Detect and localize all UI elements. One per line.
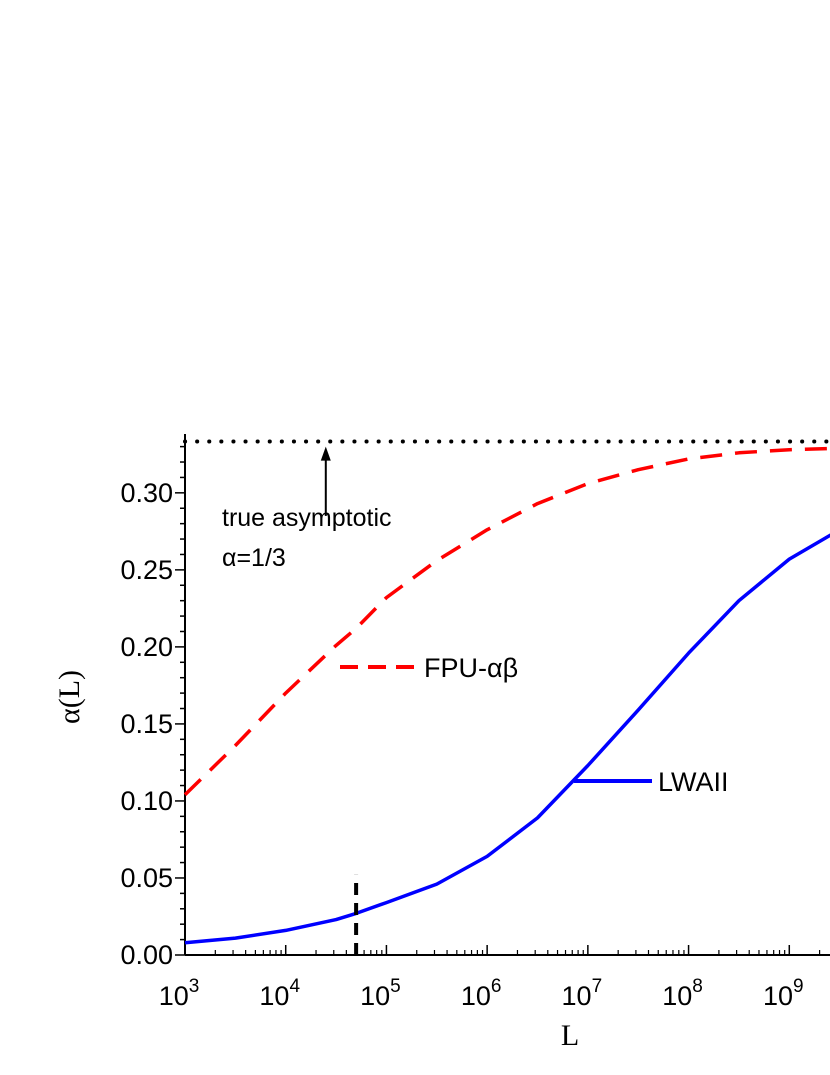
legend: FPU-αβ LWAII: [340, 653, 729, 797]
annotations: true asymptotic α=1/3: [222, 446, 392, 955]
y-tick-label: 0.30: [120, 478, 173, 508]
y-tick-label: 0.00: [120, 940, 173, 970]
y-tick-label: 0.25: [120, 555, 173, 585]
x-tick-label: 109: [763, 976, 804, 1011]
x-tick-label: 105: [360, 976, 401, 1011]
annotation-arrow-head: [320, 446, 331, 461]
x-tick-label: 104: [259, 976, 300, 1011]
y-tick-label: 0.20: [120, 632, 173, 662]
series-line-0: [183, 446, 830, 797]
x-tick-label: 107: [562, 976, 603, 1011]
annotation-line1: true asymptotic: [222, 504, 392, 532]
annotation-line2: α=1/3: [222, 544, 286, 572]
y-axis-title: α(L): [53, 670, 86, 724]
x-tick-label: 108: [662, 976, 703, 1011]
y-tick-label: 0.10: [120, 786, 173, 816]
legend-label-lwaii: LWAII: [658, 767, 729, 797]
axes: 0.00 0.05 0.10 0.15 0.20 0.25 0.30 103 104 105 106…: [120, 434, 830, 1011]
series-group: [183, 439, 830, 945]
y-tick-label: 0.05: [120, 863, 173, 893]
x-axis-title: L: [561, 1019, 579, 1052]
y-tick-label: 0.15: [120, 709, 173, 739]
legend-label-fpu: FPU-αβ: [424, 653, 518, 683]
series-line-1: [184, 533, 830, 945]
x-tick-label: 106: [461, 976, 502, 1011]
x-tick-label: 103: [159, 976, 200, 1011]
